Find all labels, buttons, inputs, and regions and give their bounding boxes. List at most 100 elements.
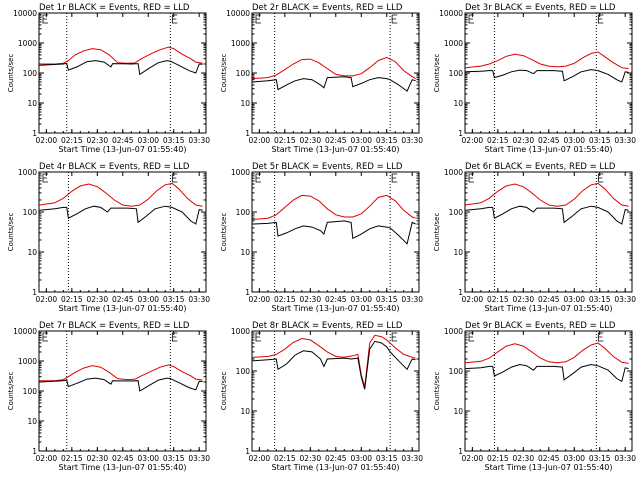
y-tick-label: 1000: [231, 327, 250, 336]
x-tick-label: 03:00: [563, 454, 585, 463]
lld-series-line: [39, 364, 203, 382]
interval-bracket-right: [391, 332, 398, 342]
y-tick-label: 100: [236, 367, 251, 376]
x-tick-label: 02:45: [538, 454, 560, 463]
y-axis-label: Counts/sec: [220, 213, 228, 252]
y-tick-label: 1000: [18, 168, 37, 177]
lld-series-line: [252, 194, 416, 220]
x-tick-label: 02:30: [299, 136, 321, 145]
x-tick-label: 03:30: [401, 295, 423, 304]
x-tick-label: 02:45: [325, 454, 347, 463]
y-axis-label: Counts/sec: [433, 213, 441, 252]
x-tick-label: 03:00: [137, 295, 159, 304]
y-axis-label: Counts/sec: [7, 54, 15, 93]
x-tick-label: 03:15: [589, 454, 611, 463]
x-tick-label: 02:45: [112, 136, 134, 145]
x-axis-label: Start Time (13-Jun-07 01:55:40): [59, 145, 187, 154]
x-tick-label: 03:00: [563, 136, 585, 145]
y-tick-label: 10: [453, 407, 463, 416]
plot-frame: [38, 330, 207, 452]
y-tick-label: 1: [458, 447, 463, 456]
y-tick-label: 1: [245, 129, 250, 138]
y-tick-label: 1: [32, 129, 37, 138]
y-axis-label: Counts/sec: [220, 372, 228, 411]
interval-bracket-left: [468, 332, 474, 342]
y-tick-label: 100: [449, 69, 464, 78]
x-tick-label: 02:45: [325, 136, 347, 145]
chart-panel-4: Det 4r BLACK = Events, RED = LLD 02:00 02:…: [7, 162, 210, 313]
x-tick-label: 03:15: [589, 136, 611, 145]
x-tick-label: 02:15: [487, 454, 509, 463]
y-tick-label: 10: [240, 248, 250, 257]
y-tick-label: 1000: [444, 327, 463, 336]
y-tick-label: 10: [453, 99, 463, 108]
x-tick-label: 02:15: [487, 295, 509, 304]
x-tick-label: 02:00: [249, 136, 271, 145]
interval-bracket-left: [42, 14, 48, 24]
y-tick-label: 1000: [231, 39, 250, 48]
interval-bracket-left: [255, 332, 261, 342]
y-tick-label: 10: [27, 248, 37, 257]
chart-title: Det 3r BLACK = Events, RED = LLD: [465, 3, 616, 13]
events-series-line: [252, 340, 416, 390]
interval-bracket-right: [171, 332, 178, 342]
plot-frame: [464, 12, 633, 134]
events-series-line: [39, 205, 203, 225]
chart-title: Det 9r BLACK = Events, RED = LLD: [465, 321, 616, 331]
lld-series-line: [39, 46, 203, 65]
x-tick-label: 02:15: [274, 454, 296, 463]
y-tick-label: 1: [245, 288, 250, 297]
y-tick-label: 100: [23, 208, 38, 217]
x-tick-label: 02:30: [512, 136, 534, 145]
interval-bracket-left: [255, 173, 261, 183]
events-series-line: [252, 220, 416, 245]
x-tick-label: 02:45: [112, 454, 134, 463]
x-tick-label: 02:15: [61, 454, 83, 463]
y-tick-label: 10000: [226, 9, 250, 18]
y-tick-label: 1: [32, 447, 37, 456]
lld-series-line: [252, 334, 416, 388]
y-tick-label: 1000: [444, 168, 463, 177]
y-tick-label: 10: [27, 417, 37, 426]
y-tick-label: 10000: [439, 9, 463, 18]
y-axis-label: Counts/sec: [220, 54, 228, 93]
x-tick-label: 02:00: [462, 454, 484, 463]
x-tick-label: 03:15: [163, 136, 185, 145]
x-axis-label: Start Time (13-Jun-07 01:55:40): [485, 463, 613, 472]
x-tick-label: 03:30: [614, 295, 636, 304]
lld-series-line: [39, 182, 203, 207]
y-tick-label: 1: [458, 129, 463, 138]
x-tick-label: 03:15: [376, 136, 398, 145]
y-tick-label: 100: [449, 367, 464, 376]
plot-frame: [464, 171, 633, 293]
x-tick-label: 03:15: [589, 295, 611, 304]
x-tick-label: 02:00: [36, 295, 58, 304]
x-tick-label: 02:00: [249, 454, 271, 463]
chart-title: Det 4r BLACK = Events, RED = LLD: [39, 162, 190, 172]
x-axis-label: Start Time (13-Jun-07 01:55:40): [485, 145, 613, 154]
x-tick-label: 03:00: [350, 136, 372, 145]
x-tick-label: 03:30: [188, 295, 210, 304]
y-tick-label: 10: [453, 248, 463, 257]
y-tick-label: 1000: [444, 39, 463, 48]
x-tick-label: 02:45: [538, 295, 560, 304]
interval-bracket-left: [255, 14, 261, 24]
events-series-line: [39, 60, 203, 76]
y-tick-label: 1: [32, 288, 37, 297]
x-tick-label: 02:30: [86, 136, 108, 145]
x-tick-label: 02:45: [112, 295, 134, 304]
events-series-line: [465, 69, 629, 83]
x-tick-label: 03:15: [376, 454, 398, 463]
lld-series-line: [465, 51, 629, 70]
interval-bracket-left: [468, 14, 474, 24]
y-tick-label: 100: [23, 387, 38, 396]
x-tick-label: 03:30: [614, 454, 636, 463]
x-tick-label: 02:30: [512, 454, 534, 463]
chart-title: Det 5r BLACK = Events, RED = LLD: [252, 162, 403, 172]
lld-series-line: [465, 342, 629, 364]
